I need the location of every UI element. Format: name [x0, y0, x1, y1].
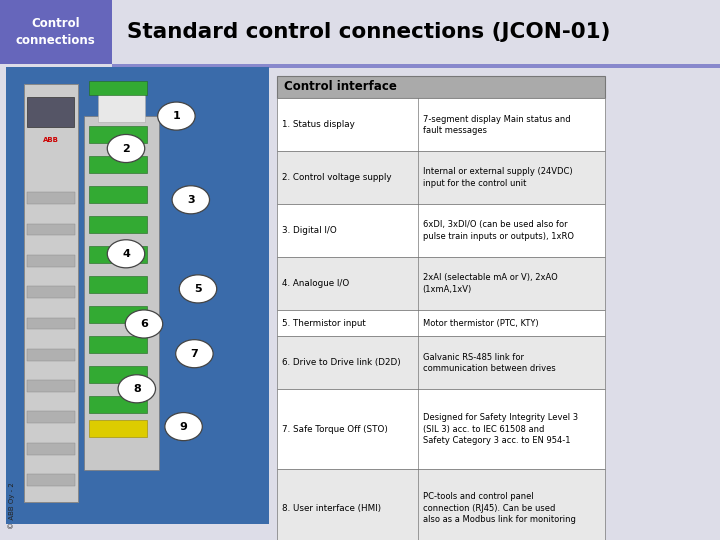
Bar [89, 156, 147, 173]
Bar [27, 318, 75, 329]
Text: 7. Safe Torque Off (STO): 7. Safe Torque Off (STO) [282, 424, 388, 434]
Text: Galvanic RS-485 link for
communication between drives: Galvanic RS-485 link for communication b… [423, 353, 555, 373]
Circle shape [158, 102, 195, 130]
Bar [277, 151, 605, 204]
Circle shape [179, 275, 217, 303]
Text: 7: 7 [191, 349, 198, 359]
Bar [277, 76, 605, 98]
Bar [89, 81, 147, 94]
Bar [0, 0, 720, 64]
Bar [277, 389, 605, 469]
Text: 6: 6 [140, 319, 148, 329]
Circle shape [165, 413, 202, 441]
Bar [98, 89, 145, 122]
Bar [112, 64, 720, 68]
Bar [27, 224, 75, 235]
Text: 5: 5 [194, 284, 202, 294]
Circle shape [107, 134, 145, 163]
Bar [277, 469, 605, 540]
Bar [24, 84, 78, 502]
Text: © ABB Oy - 2: © ABB Oy - 2 [9, 482, 15, 529]
Circle shape [107, 240, 145, 268]
Text: Standard control connections (JCON-01): Standard control connections (JCON-01) [127, 22, 611, 42]
Text: Motor thermistor (PTC, KTY): Motor thermistor (PTC, KTY) [423, 319, 539, 328]
Text: 1: 1 [173, 111, 180, 121]
Bar [84, 116, 159, 470]
Bar [89, 335, 147, 353]
Text: 6. Drive to Drive link (D2D): 6. Drive to Drive link (D2D) [282, 359, 401, 367]
Circle shape [125, 310, 163, 338]
Bar [27, 97, 74, 127]
Bar [277, 257, 605, 310]
Bar [27, 255, 75, 267]
Bar [27, 443, 75, 455]
Bar [89, 126, 147, 143]
Text: 3. Digital I/O: 3. Digital I/O [282, 226, 337, 235]
Bar [89, 420, 147, 437]
Bar [27, 380, 75, 392]
Bar [0, 0, 112, 64]
Bar [89, 186, 147, 203]
Bar [89, 275, 147, 293]
Text: Control
connections: Control connections [16, 17, 96, 47]
Bar [277, 336, 605, 389]
Text: 6xDI, 3xDI/O (can be used also for
pulse train inputs or outputs), 1xRO: 6xDI, 3xDI/O (can be used also for pulse… [423, 220, 574, 241]
Text: ABB: ABB [42, 137, 59, 144]
Bar [89, 215, 147, 233]
Bar [27, 474, 75, 486]
Text: 2xAI (selectable mA or V), 2xAO
(1xmA,1xV): 2xAI (selectable mA or V), 2xAO (1xmA,1x… [423, 273, 557, 294]
Circle shape [176, 340, 213, 368]
Text: 8: 8 [133, 384, 140, 394]
Bar [27, 192, 75, 204]
Text: Internal or external supply (24VDC)
input for the control unit: Internal or external supply (24VDC) inpu… [423, 167, 572, 188]
Text: 4: 4 [122, 249, 130, 259]
Text: 9: 9 [180, 422, 187, 431]
Text: Control interface: Control interface [284, 80, 397, 93]
Text: PC-tools and control panel
connection (RJ45). Can be used
also as a Modbus link : PC-tools and control panel connection (R… [423, 492, 575, 524]
Text: 8. User interface (HMI): 8. User interface (HMI) [282, 504, 382, 513]
Bar [89, 366, 147, 383]
Bar [27, 349, 75, 361]
Text: 3: 3 [187, 195, 194, 205]
Bar [89, 246, 147, 263]
Bar [277, 98, 605, 151]
Circle shape [172, 186, 210, 214]
Bar [6, 68, 269, 524]
Bar [277, 204, 605, 257]
Text: 4. Analogue I/O: 4. Analogue I/O [282, 279, 349, 288]
Bar [277, 310, 605, 336]
Text: 2. Control voltage supply: 2. Control voltage supply [282, 173, 392, 182]
Bar [27, 411, 75, 423]
Text: 7-segment display Main status and
fault messages: 7-segment display Main status and fault … [423, 114, 570, 135]
Bar [27, 286, 75, 298]
Text: 2: 2 [122, 144, 130, 153]
Bar [89, 306, 147, 323]
Text: 5. Thermistor input: 5. Thermistor input [282, 319, 366, 328]
Bar [89, 395, 147, 413]
Text: Designed for Safety Integrity Level 3
(SIL 3) acc. to IEC 61508 and
Safety Categ: Designed for Safety Integrity Level 3 (S… [423, 413, 577, 445]
Circle shape [118, 375, 156, 403]
Text: 1. Status display: 1. Status display [282, 120, 355, 129]
